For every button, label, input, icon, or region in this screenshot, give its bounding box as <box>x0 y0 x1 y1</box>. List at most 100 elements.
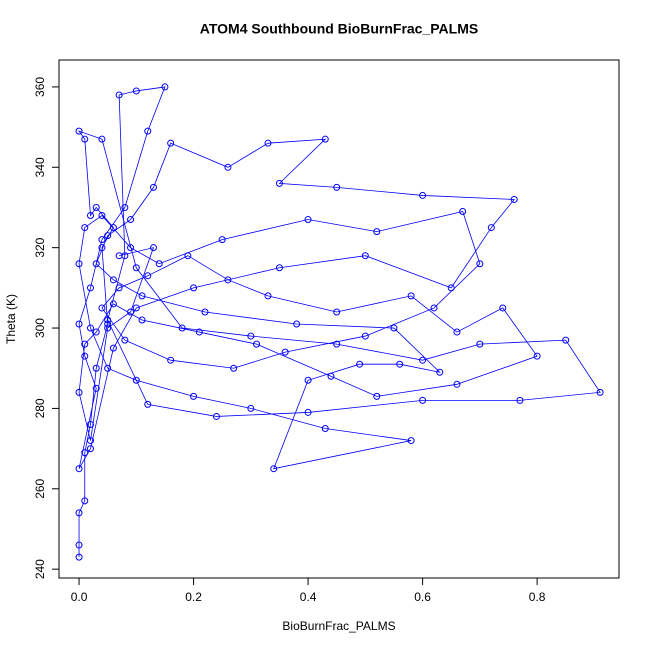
data-point <box>407 292 415 300</box>
y-tick-label: 260 <box>33 478 47 498</box>
y-tick-label: 320 <box>33 237 47 257</box>
data-point <box>270 465 278 473</box>
data-point <box>104 364 112 372</box>
data-point <box>562 336 570 344</box>
data-point <box>75 320 83 328</box>
data-point <box>75 553 83 561</box>
data-point <box>132 87 140 95</box>
data-point <box>333 183 341 191</box>
data-point <box>264 139 272 147</box>
data-point <box>453 380 461 388</box>
data-point <box>127 216 135 224</box>
data-point <box>281 348 289 356</box>
x-axis-label: BioBurnFrac_PALMS <box>282 619 395 633</box>
data-point <box>104 324 112 332</box>
data-point <box>98 304 106 312</box>
data-point <box>121 336 129 344</box>
data-point <box>510 195 518 203</box>
data-point <box>81 135 89 143</box>
data-point <box>155 260 163 268</box>
data-point <box>127 244 135 252</box>
data-point <box>356 360 364 368</box>
data-point <box>92 203 100 211</box>
y-axis-label: Theta (K) <box>4 294 18 344</box>
data-point <box>104 316 112 324</box>
data-point <box>161 83 169 91</box>
data-point <box>86 420 94 428</box>
data-point <box>92 364 100 372</box>
data-point <box>476 340 484 348</box>
y-tick-label: 280 <box>33 398 47 418</box>
data-point <box>596 388 604 396</box>
data-point <box>144 272 152 280</box>
data-point <box>499 304 507 312</box>
data-point <box>247 404 255 412</box>
data-point <box>373 392 381 400</box>
plot-frame <box>58 59 620 579</box>
data-point <box>419 191 427 199</box>
data-point <box>436 368 444 376</box>
data-point <box>304 376 312 384</box>
data-point <box>275 179 283 187</box>
x-tick-label: 0.6 <box>414 590 431 604</box>
data-point <box>132 376 140 384</box>
data-point <box>149 183 157 191</box>
x-tick-label: 0.2 <box>185 590 202 604</box>
data-point <box>293 320 301 328</box>
data-point <box>115 91 123 99</box>
x-tick-label: 0.4 <box>300 590 317 604</box>
data-point <box>109 300 117 308</box>
data-point <box>109 276 117 284</box>
data-point <box>190 392 198 400</box>
data-point <box>109 344 117 352</box>
data-point <box>201 308 209 316</box>
data-point <box>178 324 186 332</box>
data-point <box>115 252 123 260</box>
data-point <box>86 445 94 453</box>
data-point <box>81 449 89 457</box>
data-point <box>167 139 175 147</box>
data-point <box>264 292 272 300</box>
data-point <box>190 284 198 292</box>
data-point <box>115 284 123 292</box>
data-point <box>333 340 341 348</box>
data-point <box>81 497 89 505</box>
data-point <box>304 408 312 416</box>
x-tick-label: 0.8 <box>529 590 546 604</box>
data-point <box>476 260 484 268</box>
data-point <box>453 328 461 336</box>
data-point <box>75 465 83 473</box>
data-point <box>407 437 415 445</box>
data-point <box>275 264 283 272</box>
data-point <box>167 356 175 364</box>
data-point <box>75 388 83 396</box>
y-tick-label: 240 <box>33 559 47 579</box>
data-point <box>361 332 369 340</box>
data-point <box>304 216 312 224</box>
data-point <box>533 352 541 360</box>
chart-title: ATOM4 Southbound BioBurnFrac_PALMS <box>200 21 478 37</box>
data-point <box>144 400 152 408</box>
data-point <box>419 356 427 364</box>
data-point <box>459 208 467 216</box>
data-point <box>98 236 106 244</box>
data-point <box>92 328 100 336</box>
y-tick-label: 360 <box>33 77 47 97</box>
data-point <box>373 228 381 236</box>
data-point <box>149 244 157 252</box>
data-point <box>419 396 427 404</box>
data-point <box>104 232 112 240</box>
data-point <box>81 224 89 232</box>
data-point <box>109 224 117 232</box>
data-point <box>81 352 89 360</box>
data-point <box>218 236 226 244</box>
data-point <box>390 324 398 332</box>
data-point <box>430 304 438 312</box>
y-tick-label: 340 <box>33 157 47 177</box>
data-point <box>138 316 146 324</box>
data-point <box>321 425 329 433</box>
data-point <box>132 264 140 272</box>
data-point <box>195 328 203 336</box>
data-point <box>184 252 192 260</box>
